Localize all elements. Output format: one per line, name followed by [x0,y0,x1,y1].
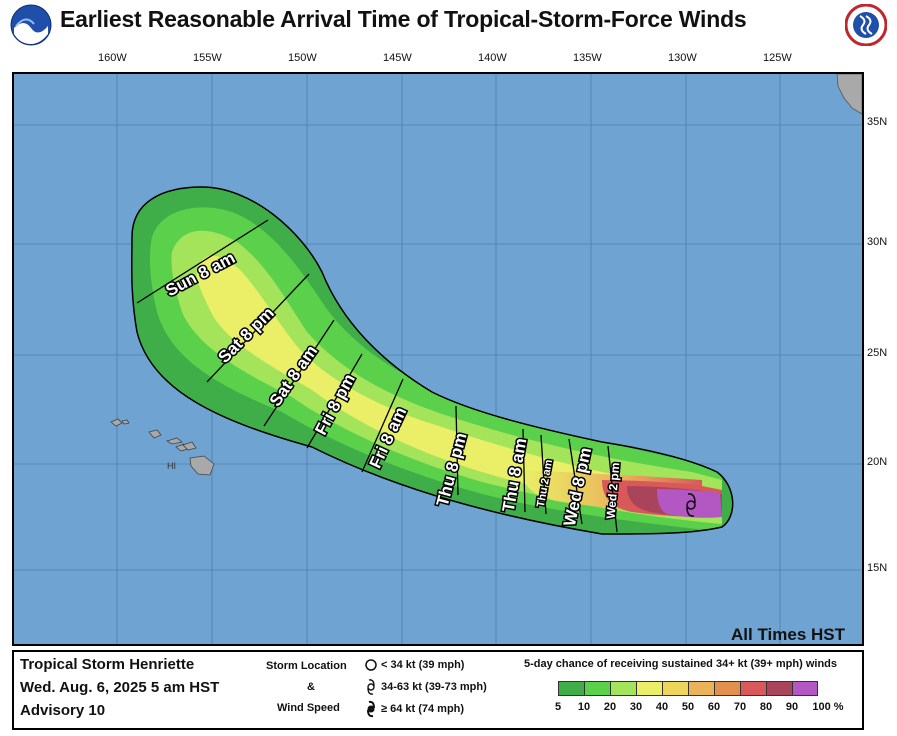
longitude-label: 140W [478,52,507,64]
island-label: HI [167,461,176,471]
advisory-number: Advisory 10 [20,702,106,719]
header: Earliest Reasonable Arrival Time of Trop… [0,0,897,48]
hurricane-icon [367,700,375,718]
coastline-land [836,74,862,115]
longitude-label: 130W [668,52,697,64]
scale-label: 5 [554,701,562,713]
probability-swatch [766,681,792,696]
longitude-label: 125W [763,52,792,64]
symbol-legend-subtitle: Wind Speed [277,702,340,714]
time-zone-note: All Times HST [731,625,846,644]
probability-swatch [584,681,610,696]
page-title: Earliest Reasonable Arrival Time of Trop… [60,6,747,32]
scale-label: 60 [707,701,721,713]
scale-label: 30 [629,701,643,713]
noaa-logo-icon [10,4,52,46]
scale-label: 40 [655,701,669,713]
probability-swatch [610,681,636,696]
scale-label: 90 [785,701,799,713]
longitude-label: 160W [98,52,127,64]
low-icon [365,659,377,671]
probability-title: 5-day chance of receiving sustained 34+ … [524,658,837,670]
scale-label: 20 [603,701,617,713]
probability-color-scale [558,681,818,696]
probability-swatch [636,681,662,696]
nws-logo-icon [845,4,887,46]
latitude-label: 15N [867,562,888,574]
arrival-label: Wed 2 pm [604,462,623,519]
scale-label: 50 [681,701,695,713]
map-panel[interactable]: HI Sun 8 am Sat 8 pm Sa [12,72,864,646]
map-canvas: HI Sun 8 am Sat 8 pm Sa [14,74,862,644]
latitude-label: 20N [867,456,888,468]
issue-time: Wed. Aug. 6, 2025 5 am HST [20,679,220,696]
probability-swatch [558,681,584,696]
symbol-legend-ampersand: & [307,681,315,693]
longitude-labels: 160W 155W 150W 145W 140W 135W 130W 125W [0,48,897,70]
symbol-label: < 34 kt (39 mph) [381,659,465,671]
longitude-label: 145W [383,52,412,64]
probability-swatch [740,681,766,696]
legend-panel: Tropical Storm Henriette Wed. Aug. 6, 20… [12,650,864,730]
storm-name: Tropical Storm Henriette [20,656,195,673]
latitude-label: 35N [867,116,888,128]
cone-outline [130,186,734,535]
latitude-label: 25N [867,347,888,359]
scale-label: 80 [759,701,773,713]
tropical-storm-marker-icon[interactable] [686,493,696,517]
longitude-label: 150W [288,52,317,64]
symbol-label: 34-63 kt (39-73 mph) [381,681,487,693]
hawaiian-islands [110,418,215,476]
longitude-label: 135W [573,52,602,64]
symbol-label: ≥ 64 kt (74 mph) [381,703,465,715]
longitude-label: 155W [193,52,222,64]
scale-label: 100 % [812,701,844,713]
ocean [14,74,862,644]
probability-swatch [688,681,714,696]
probability-swatch [662,681,688,696]
latitude-label: 30N [867,236,888,248]
isochrone-lines [136,219,618,533]
symbol-row-hurricane: ≥ 64 kt (74 mph) [364,700,464,718]
symbol-row-low: < 34 kt (39 mph) [364,658,464,672]
probability-scale-labels: 5 10 20 30 40 50 60 70 80 90 100 % [14,701,866,717]
tropical-storm-icon [367,679,375,695]
scale-label: 70 [733,701,747,713]
probability-swatch [792,681,818,696]
scale-label: 10 [577,701,591,713]
symbol-row-tropical-storm: 34-63 kt (39-73 mph) [364,678,487,696]
probability-swatch [714,681,740,696]
symbol-legend-title: Storm Location [266,660,347,672]
